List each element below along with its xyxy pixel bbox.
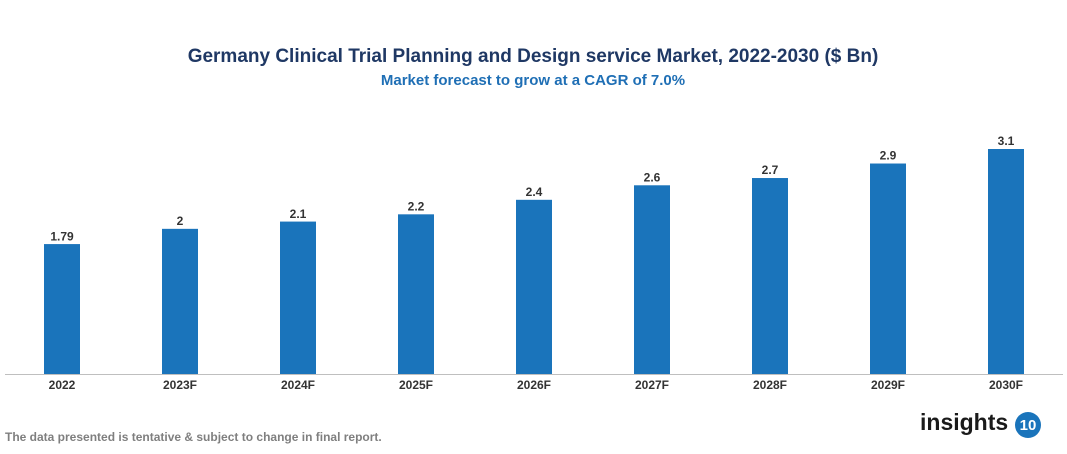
bar <box>752 178 788 374</box>
bar <box>870 163 906 374</box>
chart-subtitle: Market forecast to grow at a CAGR of 7.0… <box>381 72 685 89</box>
x-tick-label: 2029F <box>871 378 905 392</box>
chart-title: Germany Clinical Trial Planning and Desi… <box>188 46 879 67</box>
value-label: 2.1 <box>290 207 307 221</box>
bar <box>162 228 198 374</box>
value-label: 2.4 <box>526 185 543 199</box>
brand-name: insights <box>920 409 1008 435</box>
bar <box>398 214 434 374</box>
x-tick-label: 2030F <box>989 378 1023 392</box>
bar <box>634 185 670 374</box>
brand-number: 10 <box>1020 417 1037 434</box>
bar <box>280 221 316 374</box>
x-tick-label: 2028F <box>753 378 787 392</box>
value-label: 2.7 <box>762 163 779 177</box>
bar <box>988 149 1024 374</box>
x-tick-label: 2023F <box>163 378 197 392</box>
x-tick-label: 2026F <box>517 378 551 392</box>
x-tick-label: 2027F <box>635 378 669 392</box>
value-label: 2.9 <box>880 149 897 163</box>
x-tick-label: 2024F <box>281 378 315 392</box>
value-label: 3.1 <box>998 134 1015 148</box>
brand-badge <box>1015 412 1041 438</box>
x-tick-label: 2022 <box>49 378 76 392</box>
bar <box>44 244 80 374</box>
value-label: 2.6 <box>644 170 661 184</box>
x-tick-label: 2025F <box>399 378 433 392</box>
footnote: The data presented is tentative & subjec… <box>5 430 382 444</box>
value-label: 2 <box>177 214 184 228</box>
value-label: 1.79 <box>50 229 74 243</box>
bar <box>516 199 552 374</box>
value-label: 2.2 <box>408 199 425 213</box>
